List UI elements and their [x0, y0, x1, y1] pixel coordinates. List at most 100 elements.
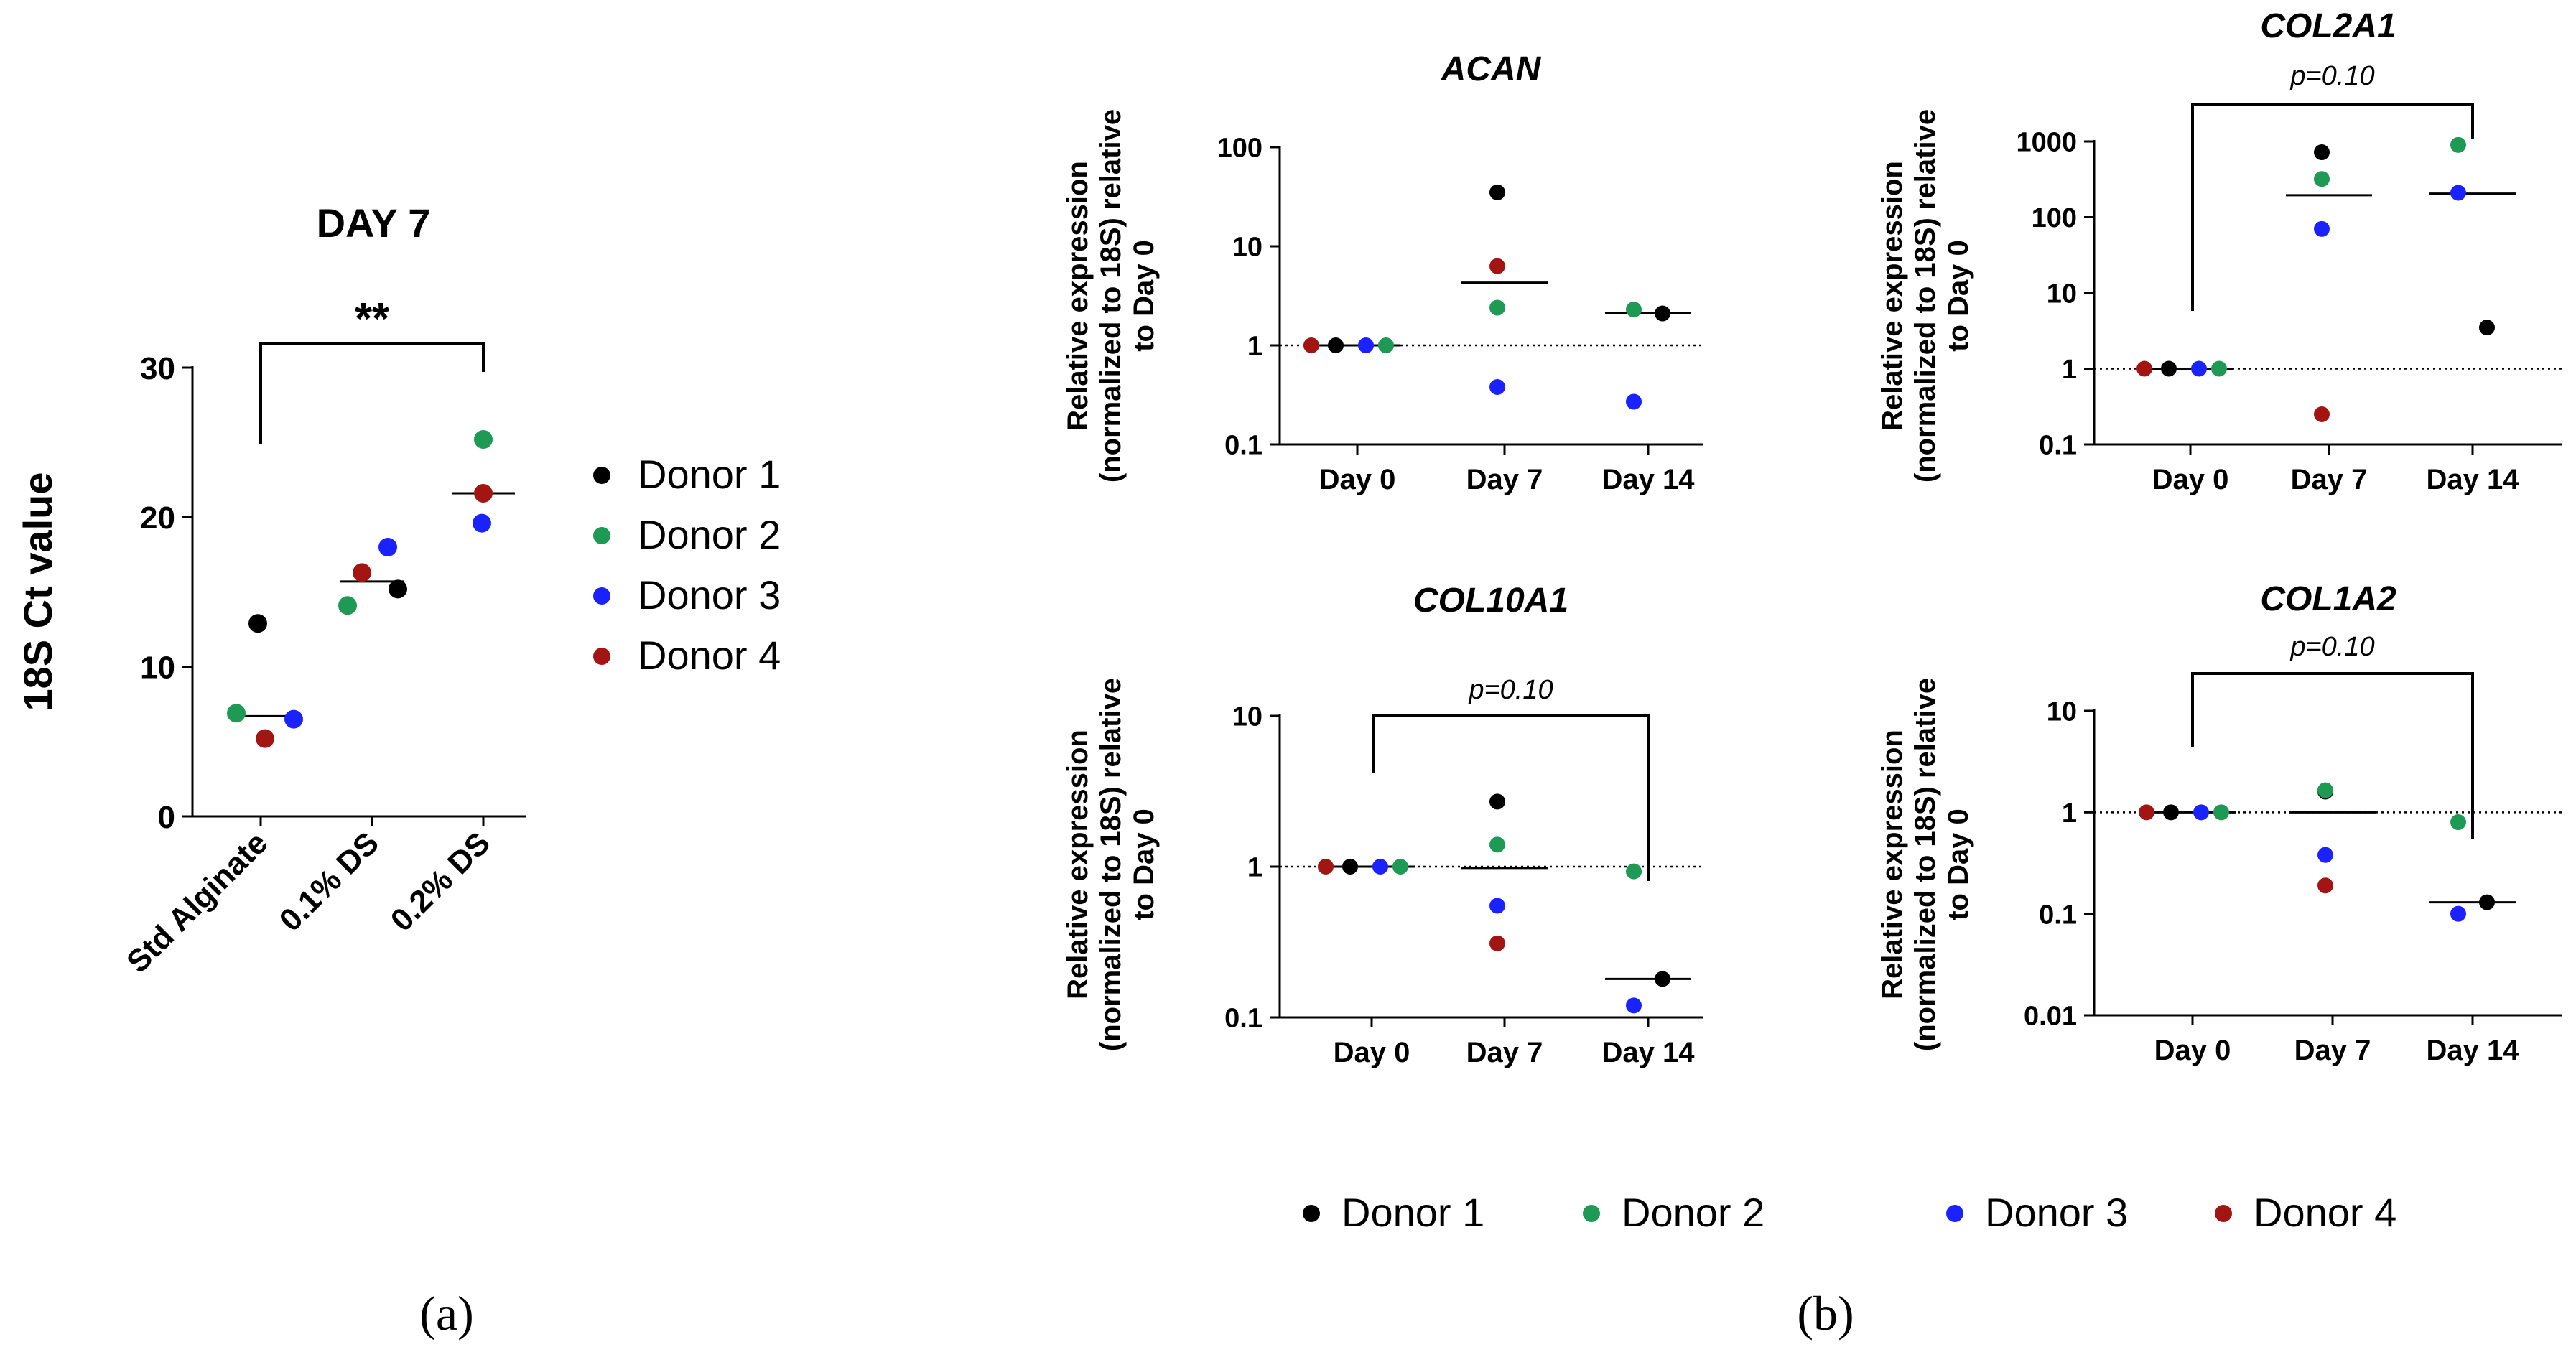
y-axis-label-line: (normalized to 18S) relative [1095, 109, 1127, 483]
y-tick-label: 0.01 [2024, 1002, 2077, 1032]
significance-bracket [259, 342, 485, 444]
data-point-donor-3 [378, 538, 397, 556]
significance-label: p=0.10 [2289, 632, 2374, 662]
x-tick-label: Day 14 [2427, 1035, 2520, 1066]
data-point-donor-1 [248, 614, 267, 633]
data-point-donor-4 [1489, 935, 1505, 951]
y-axis-label-line: Relative expression [1877, 161, 1908, 431]
y-tick-label: 10 [2047, 697, 2077, 727]
data-point-donor-4 [353, 563, 371, 582]
x-tick-label: Day 7 [2294, 1035, 2371, 1066]
legend-b-marker-donor-3 [1946, 1205, 1963, 1222]
y-axis-label-line: to Day 0 [1943, 808, 1974, 920]
data-point-donor-3 [473, 513, 491, 533]
data-point-donor-3 [2191, 360, 2207, 377]
data-point-donor-2 [1489, 836, 1505, 853]
data-point-donor-1 [389, 579, 407, 599]
data-point-donor-2 [227, 704, 246, 723]
data-point-donor-3 [284, 709, 303, 729]
legend-b-item-donor-3: Donor 3 [1946, 1190, 2128, 1235]
legend-b-label-donor-3: Donor 3 [1985, 1190, 2128, 1235]
data-point-donor-1 [2479, 320, 2495, 336]
significance-label: ** [355, 294, 390, 344]
data-point-donor-2 [338, 596, 357, 615]
x-tick-label: Day 0 [2152, 464, 2229, 495]
y-tick-label: 0.1 [1224, 1004, 1263, 1034]
data-point-donor-2 [1489, 299, 1505, 316]
legend-a-marker-donor-4 [593, 648, 610, 665]
y-tick-label: 0 [158, 800, 175, 835]
y-tick-label: 1000 [2016, 128, 2077, 158]
significance-bracket [2191, 672, 2474, 839]
x-tick-label: Day 7 [2291, 464, 2368, 495]
x-tick-label: Day 0 [1319, 464, 1396, 495]
data-point-donor-4 [256, 729, 274, 748]
y-tick-label: 1 [1247, 332, 1263, 362]
legend-a-marker-donor-3 [593, 587, 610, 605]
x-tick-label: Day 14 [1602, 1037, 1696, 1068]
chart-col2a1: COL2A1 Relative expression (normalized to … [1877, 7, 2562, 495]
y-axis-label: 18S Ct value [15, 472, 60, 711]
x-tick-label: Day 7 [1466, 464, 1543, 495]
y-tick-label: 1 [1247, 853, 1263, 883]
y-tick-label: 0.1 [1224, 431, 1263, 461]
y-axis-label-line: (normalized to 18S) relative [1910, 109, 1941, 483]
y-axis-label-line: (normalized to 18S) relative [1095, 678, 1127, 1051]
y-tick-label: 20 [140, 500, 175, 536]
y-axis-label-line: Relative expression [1877, 730, 1908, 999]
y-axis-label-line: Relative expression [1062, 161, 1094, 431]
legend-b-marker-donor-4 [2215, 1205, 2232, 1222]
x-tick-label: Day 14 [2427, 464, 2520, 495]
legend-b: Donor 1 Donor 2 Donor 3 Donor 4 [1303, 1190, 2396, 1235]
y-tick-label: 10 [140, 651, 175, 686]
data-point-donor-3 [2314, 220, 2330, 237]
y-tick-label: 0.1 [2039, 431, 2077, 461]
chart-day7: DAY 7 18S Ct value 0 10 20 30 Std Alginate0.1%… [15, 200, 526, 979]
data-point-donor-2 [2317, 782, 2333, 798]
legend-b-item-donor-4: Donor 4 [2215, 1190, 2396, 1235]
legend-b-item-donor-2: Donor 2 [1583, 1190, 1764, 1235]
data-point-donor-4 [474, 484, 493, 503]
data-point-donor-2 [1626, 863, 1642, 880]
chart-title: DAY 7 [317, 200, 431, 246]
data-point-donor-3 [2317, 847, 2333, 863]
chart-title: COL1A2 [2260, 580, 2396, 618]
chart-acan: ACAN Relative expression (normalized to 18… [1062, 50, 1703, 495]
y-axis-label-line: (normalized to 18S) relative [1910, 678, 1941, 1051]
y-tick-label: 10 [1232, 702, 1263, 732]
data-point-donor-2 [2450, 136, 2466, 153]
data-point-donor-2 [1392, 859, 1408, 875]
data-point-donor-1 [2161, 360, 2177, 377]
chart-title: COL2A1 [2260, 7, 2396, 45]
data-point-donor-4 [2314, 406, 2330, 423]
y-tick-label: 30 [140, 351, 175, 386]
data-point-donor-2 [1626, 302, 1642, 318]
data-point-donor-1 [1655, 305, 1670, 322]
legend-a-label-donor-4: Donor 4 [638, 633, 781, 678]
y-axis-label-line: Relative expression [1062, 730, 1094, 999]
chart-title: ACAN [1441, 50, 1542, 88]
legend-a-item-donor-4: Donor 4 [593, 633, 781, 678]
data-point-donor-1 [1342, 859, 1358, 875]
legend-b-marker-donor-2 [1583, 1205, 1600, 1222]
data-point-donor-2 [2213, 804, 2229, 821]
data-point-donor-3 [2450, 905, 2466, 922]
x-tick-label: Day 7 [1466, 1037, 1543, 1068]
legend-b-label-donor-2: Donor 2 [1622, 1190, 1764, 1235]
data-point-donor-4 [1489, 258, 1505, 274]
data-point-donor-3 [1489, 898, 1505, 914]
y-tick-label: 10 [2047, 279, 2077, 309]
y-tick-label: 100 [2032, 203, 2077, 233]
x-tick-label: 0.2% DS [384, 825, 497, 938]
x-tick-label: 0.1% DS [273, 825, 386, 938]
panel-label-b: (b) [1797, 1286, 1854, 1341]
legend-a-item-donor-1: Donor 1 [593, 452, 781, 497]
legend-a-label-donor-3: Donor 3 [638, 572, 781, 617]
data-point-donor-1 [1328, 337, 1344, 353]
y-tick-label: 1 [2062, 355, 2077, 385]
data-point-donor-3 [1358, 337, 1374, 353]
panel-label-a: (a) [419, 1286, 473, 1341]
y-axis-label-line: to Day 0 [1943, 240, 1974, 352]
data-point-donor-1 [1655, 971, 1670, 987]
chart-title: COL10A1 [1413, 582, 1568, 620]
